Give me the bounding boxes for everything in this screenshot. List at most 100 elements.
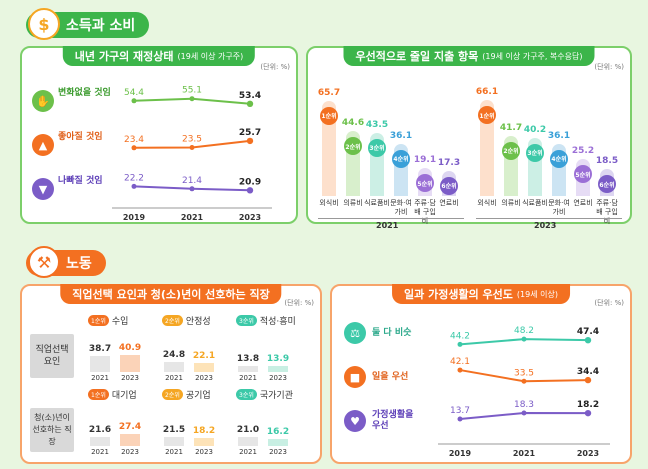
- p3-category-label-0-1: 2순위 안정성: [162, 314, 211, 327]
- p4-point-0-1: [521, 336, 527, 342]
- p3-year-label-1-0-1: 2023: [121, 448, 139, 456]
- p2-rank-badge-0-0: 1순위: [320, 106, 338, 125]
- p4-point-2-0: [457, 416, 463, 422]
- p2-rank-badge-1-2: 3순위: [526, 143, 544, 162]
- p4-data-label-1-2: 34.4: [577, 367, 599, 377]
- p3-value-label-0-1-0: 24.8: [162, 349, 186, 360]
- panel2-subtitle: (19세 이상 가구주, 복수응답): [482, 51, 583, 61]
- panel1-line-chart: 54.4 55.1 53.4 23.4 23.5 25.7 22.2 21.4 20.9 2019…: [112, 86, 272, 222]
- p3-value-label-1-0-1: 27.4: [118, 422, 142, 433]
- p3-value-label-0-0-1: 40.9: [118, 342, 142, 353]
- p1-data-label-0-1: 55.1: [182, 86, 202, 96]
- p2-value-label-1-2: 40.2: [523, 124, 547, 135]
- p4-point-1-2: [584, 376, 592, 384]
- panel-work-life-title: 일과 가정생활의 우선도 (19세 이상): [392, 284, 570, 304]
- p2-year-label-1: 2023: [534, 221, 557, 230]
- family-icon: ♥: [344, 410, 366, 432]
- p3-value-label-1-2-1: 16.2: [266, 427, 290, 438]
- panel-spending-cuts: 우선적으로 줄일 지출 항목 (19세 이상 가구주, 복수응답) (단위: %)…: [306, 46, 632, 230]
- p3-year-label-1-1-0: 2021: [165, 448, 183, 456]
- p2-value-label-1-1: 41.7: [499, 122, 523, 133]
- p2-value-label-1-5: 18.5: [595, 156, 619, 167]
- panel1-unit: (단위: %): [260, 63, 290, 71]
- p2-rank-badge-1-0: 1순위: [478, 106, 496, 125]
- p1-point-1-1: [189, 145, 195, 150]
- p3-bar-0-1-1: [194, 362, 214, 372]
- row-label-work: 일을 우선: [372, 372, 409, 382]
- panel4-subtitle: (19세 이상): [516, 289, 558, 299]
- p2-category-label-0-4: 주류·담배 구입비: [414, 199, 436, 225]
- p3-bar-0-2-0: [238, 366, 258, 372]
- p2-bar-1-0: [480, 100, 494, 196]
- p2-category-label-1-2: 식료품비: [522, 199, 548, 207]
- p4-tick-label-2: 2023: [577, 449, 599, 458]
- p2-category-label-0-1: 의류비: [343, 199, 363, 207]
- row2-label-box: 청(소)년이 선호하는 직장: [30, 408, 74, 452]
- p3-rank-badge-1-0: 1순위: [88, 389, 109, 400]
- p3-rank-badge-0-0: 1순위: [88, 315, 109, 326]
- row1-label-box: 직업선택 요인: [30, 334, 74, 378]
- p4-point-2-1: [521, 410, 527, 416]
- p2-rank-badge-1-5: 6순위: [598, 175, 616, 194]
- p3-bar-1-0-1: [120, 434, 140, 446]
- scale-icon: ⚖: [344, 322, 366, 344]
- p3-year-label-0-2-0: 2021: [239, 374, 257, 382]
- panel3-title-text: 직업선택 요인과 청(소)년이 선호하는 직장: [72, 288, 270, 301]
- panel1-subtitle: (19세 이상 가구주): [177, 51, 244, 61]
- thumbs-up-icon: ▲: [32, 134, 54, 156]
- p2-category-label-1-3: 문화·여가비: [548, 199, 570, 216]
- p4-point-2-2: [584, 409, 592, 417]
- p3-bar-0-2-1: [268, 366, 288, 372]
- panel4-title-text: 일과 가정생활의 우선도: [404, 288, 513, 301]
- p3-year-label-0-2-1: 2023: [269, 374, 287, 382]
- p2-category-label-0-5: 연료비: [439, 199, 459, 207]
- p2-value-label-0-3: 36.1: [389, 130, 413, 141]
- p3-category-name-1-0: 대기업: [111, 391, 137, 401]
- panel-job-selection: 직업선택 요인과 청(소)년이 선호하는 직장 (단위: %) 직업선택 요인 …: [20, 284, 322, 464]
- p3-year-label-0-0-0: 2021: [91, 374, 109, 382]
- excavator-icon: ⚒: [28, 246, 60, 278]
- p2-category-label-1-4: 연료비: [573, 199, 593, 207]
- thumbs-down-icon: ▼: [32, 178, 54, 200]
- hand-stop-icon: ✋: [32, 90, 54, 112]
- p3-value-label-1-2-0: 21.0: [236, 425, 260, 436]
- p1-data-label-2-0: 22.2: [124, 173, 144, 183]
- p4-data-label-1-0: 42.1: [450, 357, 470, 367]
- p1-point-2-0: [131, 183, 137, 189]
- p3-bar-1-1-0: [164, 436, 184, 446]
- p4-data-label-2-0: 13.7: [450, 406, 470, 416]
- panel4-line-chart: 44.2 48.2 47.4 42.1 33.5 34.4 13.7 18.3 18.2 2019…: [438, 326, 610, 458]
- p2-category-label-0-3: 문화·여가비: [390, 199, 412, 216]
- panel-financial-outlook: 내년 가구의 재정상태 (19세 이상 가구주) (단위: %) ✋ 변화없을 것…: [20, 46, 298, 224]
- p2-category-label-1-1: 의류비: [501, 199, 521, 207]
- p3-category-name-1-1: 공기업: [185, 391, 211, 401]
- p3-value-label-0-0-0: 38.7: [88, 343, 112, 354]
- p1-data-label-1-1: 23.5: [182, 135, 202, 145]
- p2-rank-badge-1-4: 5순위: [574, 165, 592, 184]
- p1-data-label-1-0: 23.4: [124, 135, 144, 145]
- row-label-both: 둘 다 비슷: [372, 328, 412, 338]
- p3-bar-1-2-0: [238, 437, 258, 446]
- p4-tick-label-1: 2021: [513, 449, 536, 458]
- p3-category-name-0-0: 수입: [111, 317, 129, 327]
- p4-point-1-1: [521, 378, 527, 384]
- p2-category-label-0-0: 외식비: [319, 199, 339, 207]
- p1-data-label-0-2: 53.4: [239, 91, 261, 101]
- p3-category-label-1-0: 1순위 대기업: [88, 388, 137, 401]
- p2-value-label-0-4: 19.1: [413, 155, 437, 166]
- row-label-unchanged: 변화없을 것임: [58, 88, 111, 98]
- p3-bar-0-1-0: [164, 361, 184, 372]
- p4-data-label-0-0: 44.2: [450, 331, 470, 341]
- row-label-better: 좋아질 것임: [58, 132, 103, 142]
- p3-category-name-0-2: 적성·흥미: [259, 317, 296, 327]
- p4-data-label-2-2: 18.2: [577, 400, 599, 410]
- p3-bar-1-1-1: [194, 438, 214, 446]
- p3-year-label-0-1-0: 2021: [165, 374, 183, 382]
- section-labor-title: 노동: [66, 256, 92, 272]
- panel2-unit: (단위: %): [594, 63, 624, 71]
- p2-value-label-0-1: 44.6: [341, 118, 365, 129]
- section-labor-pill: ⚒ 노동: [26, 246, 106, 278]
- p3-rank-badge-0-1: 2순위: [162, 315, 183, 326]
- p1-point-0-0: [131, 98, 137, 104]
- p2-value-label-0-0: 65.7: [317, 87, 341, 98]
